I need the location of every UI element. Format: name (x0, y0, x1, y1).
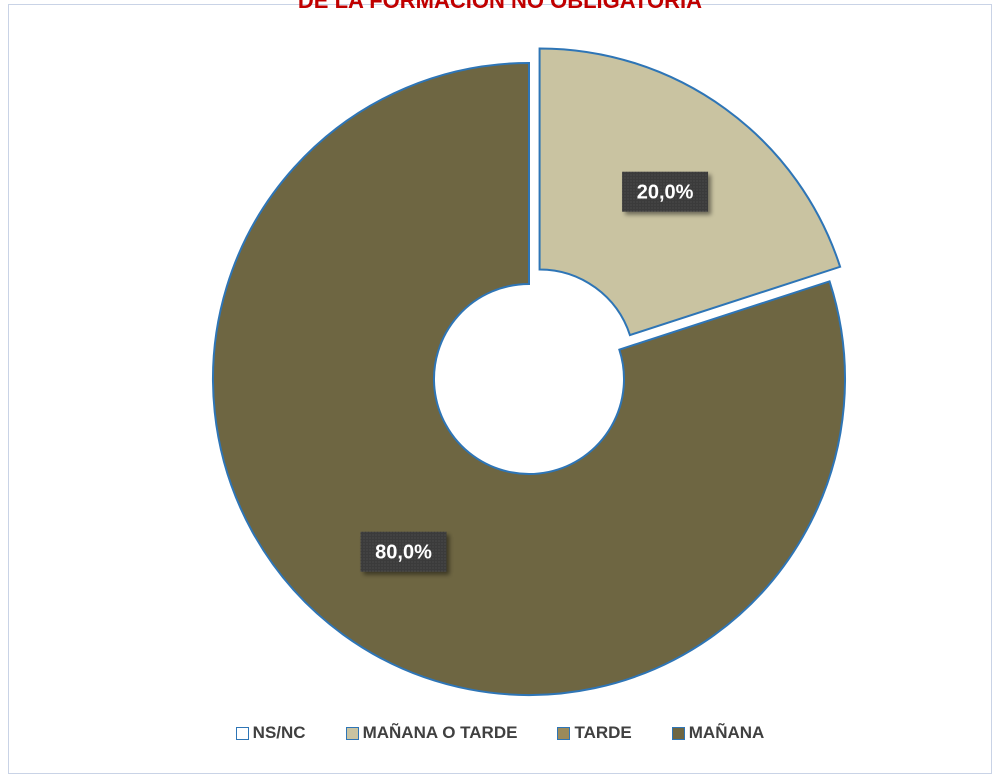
data-label-box (622, 171, 709, 212)
legend-item-manana-o-tarde: MAÑANA O TARDE (345, 723, 518, 743)
legend-item-tarde: TARDE (557, 723, 632, 743)
data-label-box (360, 531, 447, 572)
legend-label-tarde: TARDE (574, 723, 632, 742)
legend-swatch-manana-o-tarde (345, 726, 359, 740)
data-label-text: 80,0% (375, 542, 432, 564)
legend-swatch-nsnc (235, 726, 249, 740)
data-label-manana-o-tarde: 20,0% (622, 171, 709, 212)
legend-item-nsnc: NS/NC (235, 723, 306, 743)
chart-frame (8, 4, 992, 774)
legend-label-nsnc: NS/NC (252, 723, 306, 742)
legend-swatch-manana (671, 726, 685, 740)
chart-legend: NS/NC MAÑANA O TARDE TARDE MAÑANA (0, 723, 1000, 743)
chart-title: DE LA FORMACIÓN NO OBLIGATORIA (297, 0, 703, 13)
data-label-text: 20,0% (637, 182, 694, 204)
legend-label-manana: MAÑANA (688, 723, 765, 742)
data-label-manana: 80,0% (360, 531, 447, 572)
legend-swatch-tarde (557, 726, 571, 740)
legend-label-manana-o-tarde: MAÑANA O TARDE (362, 723, 518, 742)
legend-item-manana: MAÑANA (671, 723, 765, 743)
